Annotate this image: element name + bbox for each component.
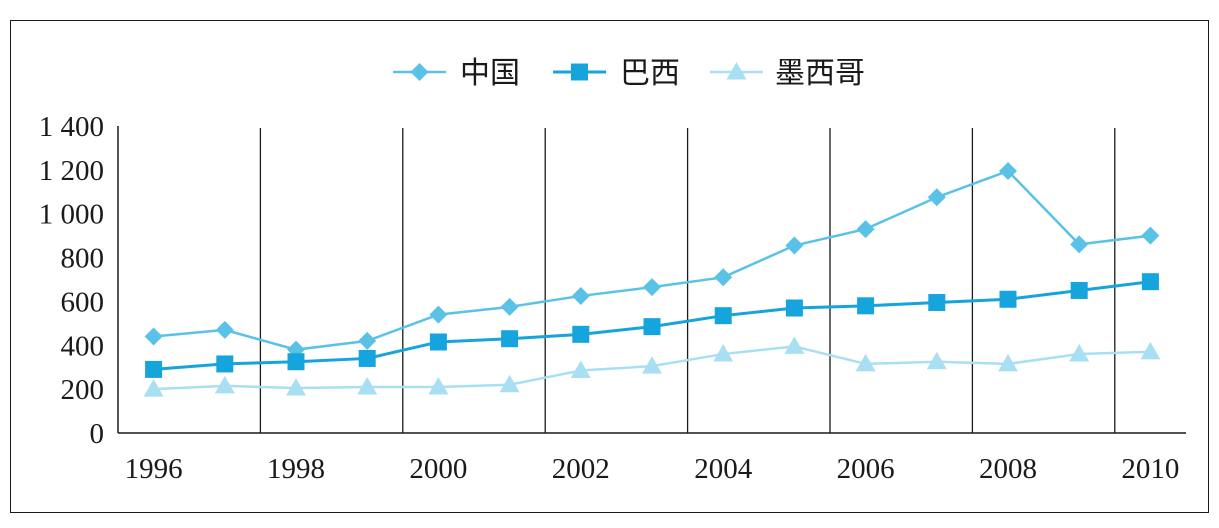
data-point-square xyxy=(928,294,946,312)
data-point-square xyxy=(429,333,447,351)
y-tick-label: 1 000 xyxy=(39,199,104,231)
data-point-square xyxy=(501,330,519,348)
x-tick-label: 1996 xyxy=(125,453,183,485)
x-tick-label: 2000 xyxy=(409,453,467,485)
data-point-triangle xyxy=(926,351,947,370)
x-tick-label: 2002 xyxy=(552,453,610,485)
y-tick-label: 600 xyxy=(61,286,105,318)
data-point-square xyxy=(999,290,1017,308)
data-point-triangle xyxy=(642,356,662,374)
data-point-triangle xyxy=(713,344,734,362)
data-point-diamond xyxy=(358,331,377,350)
data-point-triangle xyxy=(1140,341,1161,360)
data-point-square xyxy=(572,325,590,343)
data-point-triangle xyxy=(143,379,164,397)
chart-frame xyxy=(10,20,1209,513)
data-point-square xyxy=(358,349,376,367)
data-point-triangle xyxy=(357,376,378,395)
data-point-triangle xyxy=(998,353,1018,372)
data-point-triangle xyxy=(499,374,520,393)
data-point-diamond xyxy=(144,327,163,346)
data-point-square xyxy=(643,318,661,336)
legend-marker-square xyxy=(571,63,588,81)
data-point-triangle xyxy=(784,336,805,354)
y-tick-label: 1 400 xyxy=(39,111,104,143)
x-tick-label: 2010 xyxy=(1121,453,1179,485)
data-point-diamond xyxy=(215,320,234,339)
data-point-triangle xyxy=(1069,344,1090,362)
data-point-square xyxy=(1141,273,1159,291)
data-point-square xyxy=(714,307,732,325)
legend-marker-diamond xyxy=(410,63,429,81)
data-point-diamond xyxy=(999,161,1017,180)
x-tick-label: 2004 xyxy=(694,453,753,485)
data-point-diamond xyxy=(500,297,519,316)
x-tick-label: 2006 xyxy=(837,453,895,485)
data-point-diamond xyxy=(927,188,946,207)
data-point-square xyxy=(216,355,234,373)
data-point-triangle xyxy=(570,360,591,379)
data-point-square xyxy=(857,297,875,315)
data-point-triangle xyxy=(428,376,449,395)
data-point-diamond xyxy=(1070,235,1089,254)
y-tick-label: 1 200 xyxy=(39,155,104,187)
data-point-diamond xyxy=(1141,226,1160,245)
legend-label: 中国 xyxy=(460,56,520,91)
y-tick-label: 0 xyxy=(90,418,105,450)
legend-marker-triangle xyxy=(726,62,747,80)
data-point-diamond xyxy=(714,268,733,287)
data-point-triangle xyxy=(286,378,306,396)
data-point-square xyxy=(287,353,305,371)
x-tick-label: 2008 xyxy=(979,453,1037,485)
data-point-diamond xyxy=(571,286,590,305)
y-tick-label: 800 xyxy=(61,243,105,275)
data-point-square xyxy=(785,299,803,317)
data-point-square xyxy=(145,360,163,378)
y-tick-label: 400 xyxy=(61,330,105,362)
legend-label: 墨西哥 xyxy=(775,56,865,91)
data-point-diamond xyxy=(429,305,448,324)
data-point-square xyxy=(1070,281,1088,299)
data-point-diamond xyxy=(856,220,875,239)
data-point-diamond xyxy=(785,236,804,255)
data-point-triangle xyxy=(855,353,876,372)
y-tick-label: 200 xyxy=(61,374,105,406)
data-point-triangle xyxy=(214,375,235,394)
data-point-diamond xyxy=(643,278,661,297)
x-tick-label: 1998 xyxy=(267,453,325,485)
legend-label: 巴西 xyxy=(620,56,680,91)
